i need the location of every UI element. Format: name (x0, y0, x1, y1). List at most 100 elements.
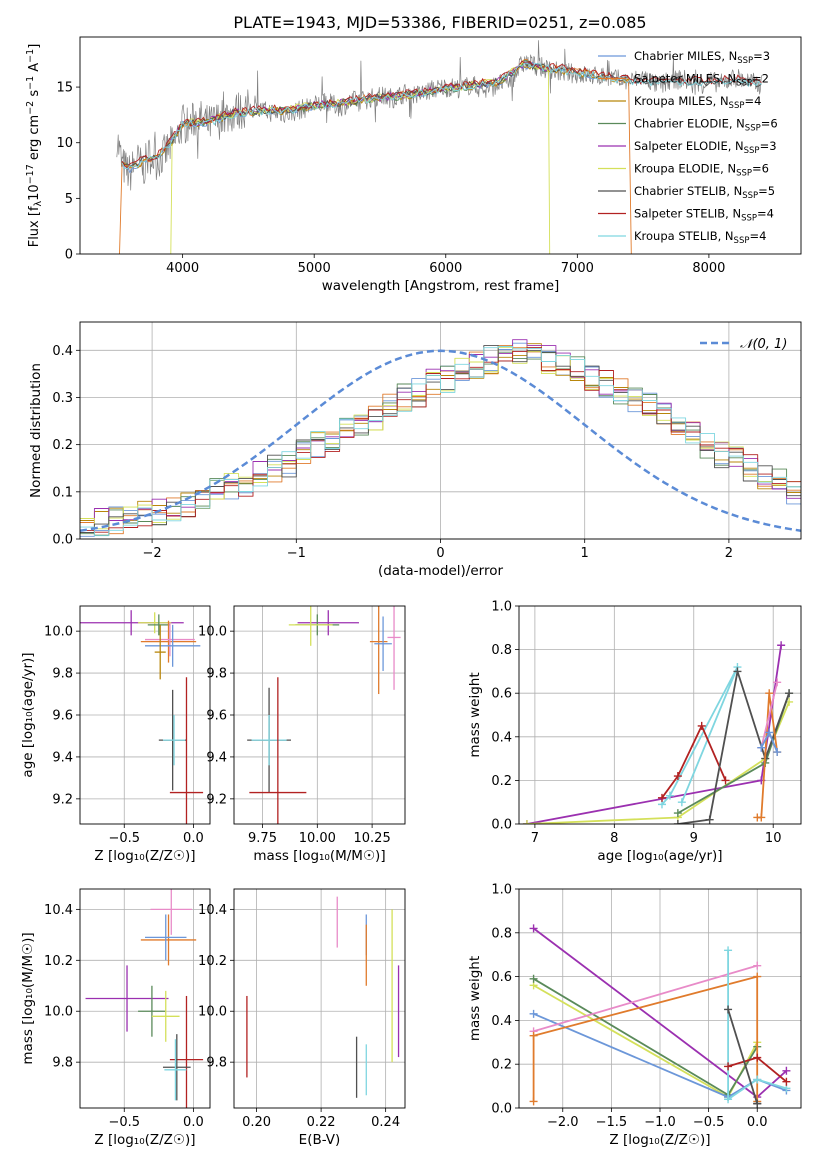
histogram-7 (80, 346, 801, 533)
y-tick-label: 0.2 (491, 1058, 512, 1073)
x-tick-label: −0.5 (108, 831, 140, 846)
y-axis-label: mass weight (467, 672, 483, 757)
x-axis-label: E(B-V) (299, 1132, 341, 1148)
x-tick-label: −0.5 (108, 1115, 140, 1130)
histogram-8 (80, 346, 801, 537)
data-point (753, 961, 762, 970)
axes-frame (79, 605, 211, 825)
y-tick-label: 9.6 (206, 709, 227, 724)
data-point (757, 813, 766, 822)
y-tick-label: 10.0 (198, 1005, 227, 1020)
data-point (665, 791, 674, 800)
x-axis-label: age [log₁₀(age/yr)] (597, 848, 722, 864)
weight-line-8 (727, 1009, 759, 1104)
y-tick-label: 0.0 (491, 818, 512, 833)
y-tick-label: 0.4 (491, 730, 512, 745)
data-point (677, 798, 686, 807)
x-tick-label: −2.0 (547, 1115, 579, 1130)
x-tick-label: −1.5 (596, 1115, 628, 1130)
data-point (529, 924, 538, 933)
legend-name: Salpeter ELODIE, N (634, 139, 744, 153)
legend-suffix: =6 (761, 117, 778, 131)
x-tick-label: 10 (765, 831, 782, 846)
y-axis-label-part: erg cm (27, 115, 42, 164)
x-tick-label: 6000 (429, 261, 462, 276)
y-axis-label-part: −1 (25, 49, 36, 63)
legend-sub: SSP (736, 169, 752, 179)
legend-sub: SSP (729, 101, 745, 111)
plot-area (247, 606, 401, 824)
y-tick-label: 0.8 (491, 643, 512, 658)
axes-frame (233, 888, 406, 1109)
data-point (785, 689, 794, 698)
legend-name: Kroupa MILES, N (634, 94, 729, 108)
legend-sub: SSP (742, 191, 758, 201)
x-tick-label: 0.22 (307, 1115, 336, 1130)
x-axis-label: (data-model)/error (378, 563, 504, 579)
data-point (753, 972, 762, 981)
panel-age-vs-mass: 9.75 10.00 10.25 9.2 9.4 9.6 9.8 10.0 mass [log₁… (198, 605, 406, 864)
plot-area (529, 924, 791, 1108)
x-tick-label: 0.20 (242, 1115, 271, 1130)
y-axis-label-part: ] (27, 44, 42, 49)
x-tick-label: 10.00 (299, 831, 336, 846)
y-tick-label: 5 (65, 192, 73, 207)
data-point (529, 1097, 538, 1106)
data-point (529, 974, 538, 983)
weight-line-5 (532, 975, 759, 1102)
y-tick-label: 10.4 (198, 903, 227, 918)
axes-frame (79, 888, 211, 1109)
y-tick-label: 9.2 (206, 792, 227, 807)
panel-mass-vs-ebv: 0.20 0.22 0.24 9.8 10.0 10.2 10.4 E(B-V) (198, 888, 406, 1148)
panel-spectrum: 4000 5000 6000 7000 8000 0 5 10 15 wavelength [An… (25, 36, 802, 294)
plot-area (116, 40, 762, 254)
data-point (673, 809, 682, 818)
data-point (529, 1009, 538, 1018)
grid-lines (519, 605, 801, 825)
plot-area (522, 641, 794, 824)
data-point (529, 1031, 538, 1040)
data-point (673, 772, 682, 781)
figure-title: PLATE=1943, MJD=53386, FIBERID=0251, z=0… (233, 13, 646, 32)
legend-entry: Kroupa ELODIE, NSSP=6 (634, 162, 769, 179)
x-tick-label: 9 (690, 831, 698, 846)
y-tick-label: 1.0 (491, 883, 512, 898)
y-tick-label: 0.1 (52, 485, 73, 500)
x-tick-label: 5000 (298, 261, 331, 276)
grid-lines (234, 606, 405, 824)
plot-area (80, 610, 204, 824)
x-axis-label: Z [log₁₀(Z/Z☉)] (94, 848, 195, 864)
x-tick-label: 0.0 (747, 1115, 768, 1130)
legend-entry: Kroupa MILES, NSSP=4 (634, 94, 761, 111)
model-line-2 (121, 63, 631, 169)
legend-sub: SSP (744, 146, 760, 156)
weight-line-6 (727, 950, 787, 1101)
y-axis-label-part: λ (33, 200, 44, 206)
y-axis-label-part: 10 (27, 184, 42, 201)
y-tick-label: 9.8 (52, 667, 73, 682)
panel-age-vs-z: −0.5 0.0 9.2 9.4 9.6 9.8 10.0 Z [log₁₀(Z/Z☉)] ag… (20, 605, 211, 864)
grid-lines (234, 889, 405, 1108)
plot-area (246, 896, 400, 1098)
model-line-1 (119, 58, 632, 254)
x-axis-label: wavelength [Angstrom, rest frame] (322, 278, 560, 294)
model-line-0 (121, 61, 631, 174)
y-tick-label: 10.0 (198, 625, 227, 640)
legend-sub: SSP (737, 56, 753, 66)
x-tick-label: 0.24 (371, 1115, 400, 1130)
x-tick-label: 8000 (692, 261, 725, 276)
axes-frame (518, 888, 802, 1109)
x-tick-label: 9.75 (248, 831, 277, 846)
data-point (765, 689, 774, 698)
legend-sub: SSP (736, 79, 752, 89)
y-axis-label-part: −17 (25, 164, 36, 184)
x-tick-label: −0.5 (693, 1115, 725, 1130)
data-point (721, 776, 730, 785)
data-point (773, 678, 782, 687)
weight-line-1 (526, 701, 790, 824)
y-tick-label: 9.8 (52, 1056, 73, 1071)
x-tick-label: −1 (287, 546, 306, 561)
y-axis-label-part: Flux [f (27, 206, 42, 247)
